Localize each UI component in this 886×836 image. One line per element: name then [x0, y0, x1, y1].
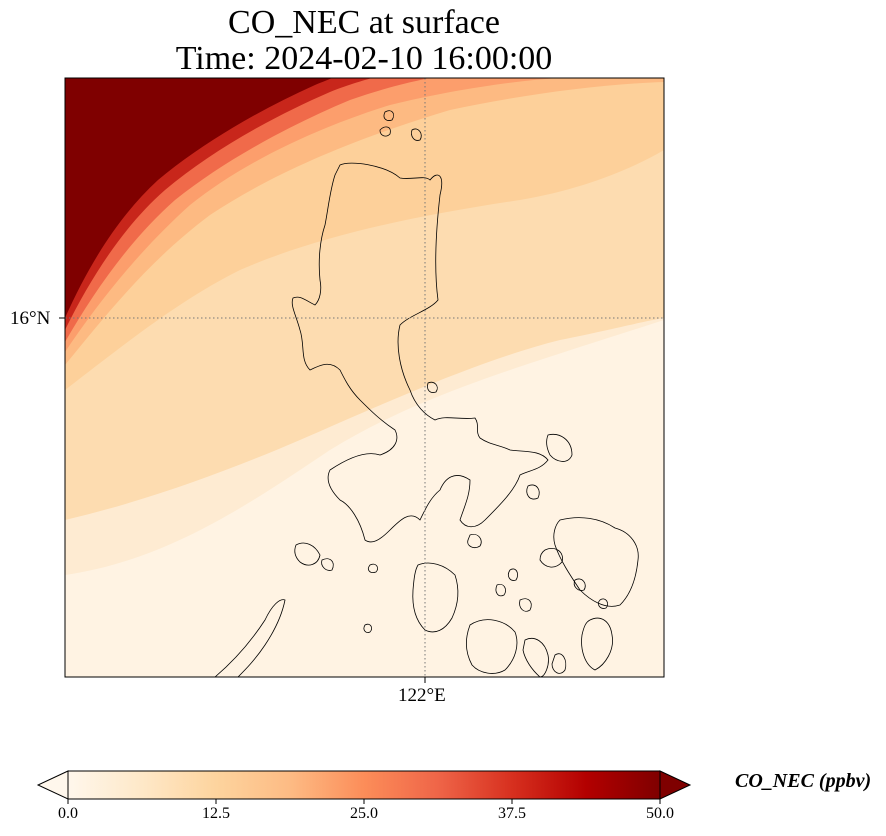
colorbar-ticks: [67, 799, 661, 804]
map-frame: [64, 77, 665, 678]
colorbar-title: CO_NEC (ppbv): [735, 770, 872, 792]
coastline-busuanga: [321, 558, 334, 571]
coastline-negros: [522, 638, 549, 677]
coastline-panay: [466, 619, 518, 674]
coastline-biliran: [598, 598, 608, 609]
coastline-romblon: [495, 583, 506, 597]
coastline-cuyo: [363, 623, 373, 633]
coastline-palawan-north: [214, 599, 286, 677]
longitude-label-122e: 122°E: [398, 685, 446, 706]
coastline-babuyan-1: [379, 126, 391, 137]
coastline-tablas: [508, 568, 518, 581]
coastline-leyte: [581, 617, 613, 671]
colorbar-tick-label-0: 0.0: [58, 805, 78, 822]
colorbar-tick-label-1: 12.5: [202, 805, 230, 822]
coastline-sibuyan: [519, 598, 532, 612]
colorbar-tick-label-2: 25.0: [350, 805, 378, 822]
colorbar-extend-min-arrow: [36, 770, 69, 800]
coastline-masbate: [539, 547, 563, 568]
colorbar-extend-max-arrow: [659, 770, 692, 800]
latitude-label-16n: 16°N: [10, 308, 51, 329]
coastline-catanduanes: [546, 433, 573, 462]
coastline-babuyan-2: [383, 110, 394, 121]
coastline-cebu: [551, 653, 567, 674]
coastline-calamian: [294, 542, 321, 566]
coastline-luzon: [291, 162, 549, 543]
field-band-dark-red: [65, 78, 332, 318]
coastline-bicol-islands: [526, 484, 540, 500]
colorbar-tick-label-3: 37.5: [498, 805, 526, 822]
coastline-marinduque: [467, 533, 482, 548]
colorbar-gradient: [67, 770, 661, 800]
map-title-line-2: Time: 2024-02-10 16:00:00: [175, 40, 553, 77]
map-title-line-1: CO_NEC at surface: [228, 4, 500, 41]
coastline-ticao: [573, 578, 586, 591]
coastline-mindoro: [412, 562, 459, 633]
coastline-polillo: [427, 381, 438, 393]
coastline-lubang: [368, 563, 378, 573]
coastline-samar: [553, 517, 639, 607]
concentration-field: [65, 78, 664, 677]
colorbar: [36, 770, 692, 804]
coastlines: [214, 110, 639, 677]
colorbar-tick-label-4: 50.0: [646, 805, 674, 822]
coastline-babuyan-3: [411, 128, 422, 141]
